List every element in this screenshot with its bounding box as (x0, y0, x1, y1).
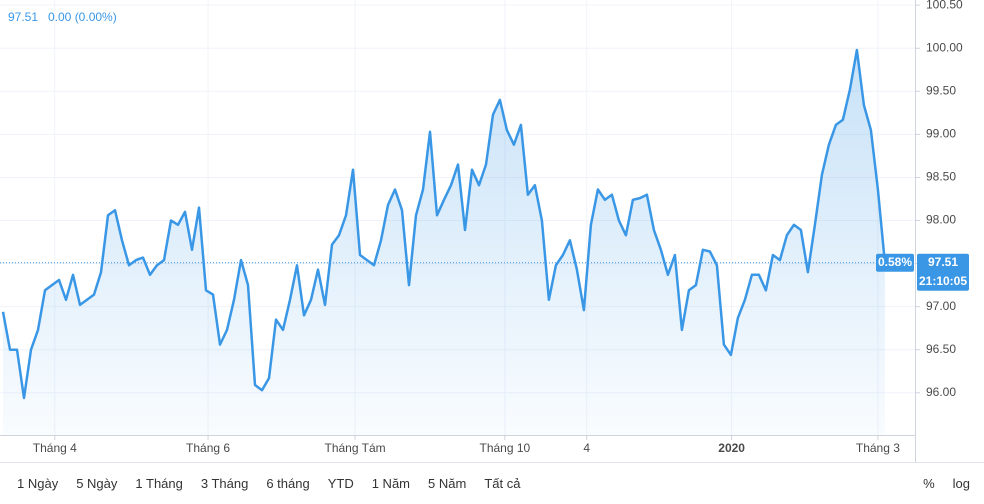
y-tick-label: 99.50 (926, 83, 956, 97)
y-tick-label: 96.00 (926, 385, 956, 399)
range-button[interactable]: 6 tháng (266, 476, 310, 491)
x-tick-label: Tháng 4 (33, 441, 77, 455)
header-change: 0.00 (0.00%) (48, 10, 117, 24)
y-tick-label: 98.00 (926, 213, 956, 227)
x-tick-label: Tháng 10 (479, 441, 530, 455)
y-tick-label: 100.00 (926, 40, 963, 54)
range-button[interactable]: 1 Tháng (135, 476, 183, 491)
x-tick-label: Tháng 6 (186, 441, 230, 455)
x-tick-label: Tháng 3 (856, 441, 900, 455)
toolbar: 1 Ngày 5 Ngày 1 Tháng 3 Tháng 6 tháng YTD 1 Nă… (0, 462, 984, 504)
x-tick-label: 2020 (718, 441, 745, 455)
range-button[interactable]: 1 Ngày (17, 476, 59, 491)
area-fill (3, 50, 885, 435)
log-toggle[interactable]: log (952, 476, 970, 491)
range-button[interactable]: Tất cả (484, 476, 521, 491)
range-button[interactable]: 1 Năm (371, 476, 411, 491)
range-button[interactable]: 3 Tháng (200, 476, 249, 491)
price-label: 97.51 (928, 255, 958, 269)
price-line (1, 48, 887, 400)
chart: 97.51 0.00 (0.00%) 96.0096.5097.0097.509… (0, 0, 969, 462)
range-button[interactable]: YTD (327, 476, 354, 491)
x-tick-label: Tháng Tám (324, 441, 385, 455)
y-tick-label: 97.00 (926, 299, 956, 313)
time-label: 21:10:05 (919, 274, 967, 288)
range-button[interactable]: 5 Năm (428, 476, 467, 491)
change-label: 0.58% (878, 255, 912, 269)
range-button[interactable]: 5 Ngày (76, 476, 118, 491)
y-tick-label: 98.50 (926, 170, 956, 184)
percent-toggle[interactable]: % (923, 476, 935, 491)
price-badge (917, 253, 969, 291)
change-badge (876, 253, 914, 272)
x-tick-label: 4 (583, 441, 590, 455)
y-tick-label: 96.50 (926, 342, 956, 356)
header-price: 97.51 (8, 10, 38, 24)
y-tick-label: 100.50 (926, 0, 963, 11)
y-tick-label: 99.00 (926, 127, 956, 141)
